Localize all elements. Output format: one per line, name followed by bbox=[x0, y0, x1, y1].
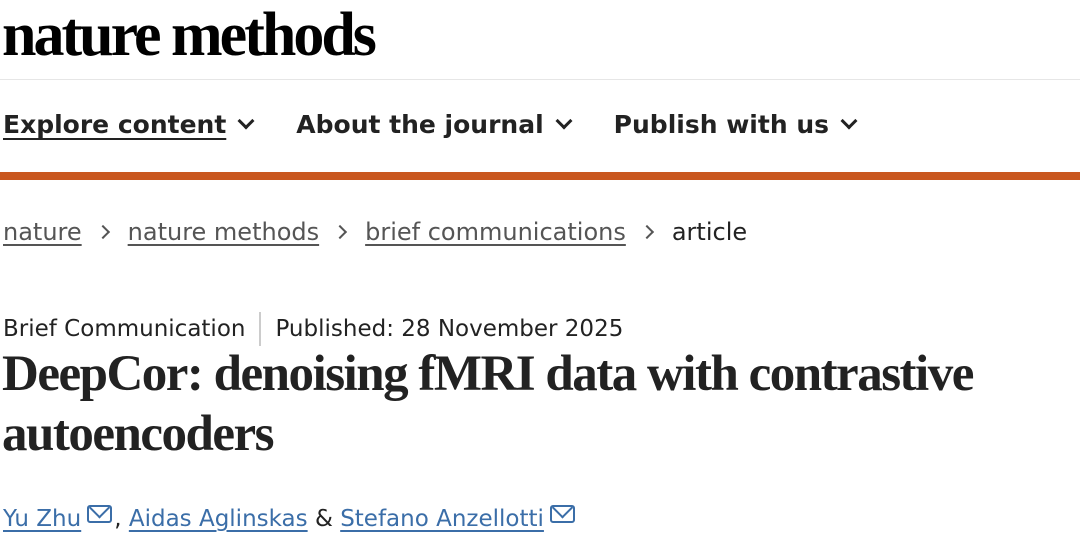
breadcrumb-nature-methods[interactable]: nature methods bbox=[127, 218, 320, 246]
nav-label: Explore content bbox=[3, 110, 227, 139]
article-meta: Brief Communication Published: 28 Novemb… bbox=[3, 312, 623, 346]
divider bbox=[0, 79, 1080, 80]
breadcrumb-current: article bbox=[671, 218, 748, 246]
divider bbox=[259, 312, 262, 346]
chevron-right-icon bbox=[333, 224, 348, 240]
chevron-down-icon bbox=[237, 112, 255, 129]
accent-bar bbox=[0, 172, 1080, 180]
author-link[interactable]: Stefano Anzellotti bbox=[340, 506, 544, 532]
article-type: Brief Communication bbox=[3, 316, 246, 342]
separator: & bbox=[314, 506, 333, 532]
article-title: DeepCor: denoising fMRI data with contra… bbox=[2, 346, 974, 462]
nav-about-journal[interactable]: About the journal bbox=[296, 110, 573, 139]
nav-label: About the journal bbox=[296, 110, 544, 139]
nature-methods-logo[interactable]: nature methods bbox=[2, 1, 377, 69]
mail-icon[interactable] bbox=[549, 505, 575, 523]
nav-publish-with-us[interactable]: Publish with us bbox=[613, 110, 858, 139]
author-list: Yu Zhu, Aidas Aglinskas & Stefano Anzell… bbox=[3, 505, 577, 533]
chevron-right-icon bbox=[95, 224, 110, 240]
nav-label: Publish with us bbox=[613, 110, 830, 139]
separator: , bbox=[114, 506, 122, 532]
nav-explore-content[interactable]: Explore content bbox=[3, 110, 255, 139]
chevron-right-icon bbox=[639, 224, 654, 240]
published-date: Published: 28 November 2025 bbox=[275, 316, 624, 342]
mail-icon[interactable] bbox=[87, 505, 113, 523]
main-nav: Explore content About the journal Publis… bbox=[3, 110, 858, 139]
breadcrumb: nature nature methods brief communicatio… bbox=[3, 218, 747, 246]
breadcrumb-brief-communications[interactable]: brief communications bbox=[365, 218, 626, 246]
author-link[interactable]: Aidas Aglinskas bbox=[128, 506, 308, 532]
author-link[interactable]: Yu Zhu bbox=[3, 506, 82, 532]
breadcrumb-nature[interactable]: nature bbox=[3, 218, 82, 246]
chevron-down-icon bbox=[840, 112, 858, 129]
chevron-down-icon bbox=[555, 112, 573, 129]
